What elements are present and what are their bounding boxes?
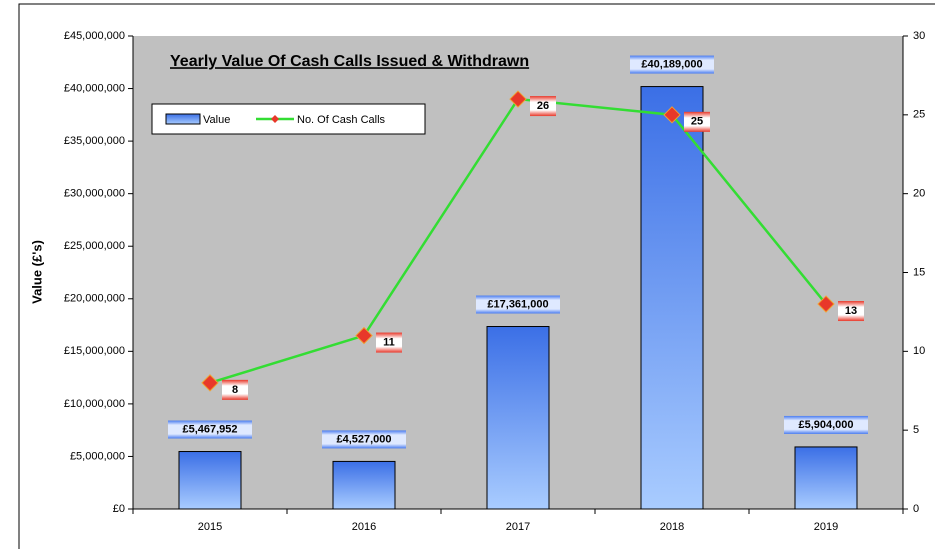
bar-label: £17,361,000 (487, 298, 548, 310)
bar-label-box (784, 415, 868, 434)
y-tick-label: £45,000,000 (64, 30, 125, 42)
y-tick-label: £10,000,000 (64, 398, 125, 410)
chart-title: Yearly Value Of Cash Calls Issued & With… (170, 53, 529, 70)
y2-tick-label: 20 (913, 188, 925, 200)
y-tick-label: £40,000,000 (64, 82, 125, 94)
marker (509, 90, 527, 108)
y2-tick-label: 25 (913, 109, 925, 121)
legend-label: Value (203, 114, 230, 126)
y-axis-label: Value (£'s) (29, 240, 44, 304)
line-label: 25 (691, 116, 703, 128)
bar-label-box (630, 55, 714, 74)
line-label: 8 (232, 384, 238, 396)
line-label-box (684, 111, 710, 132)
bar-label: £40,189,000 (641, 58, 702, 70)
bar-label-box (322, 430, 406, 449)
bar (794, 446, 858, 510)
marker (817, 295, 835, 313)
line-label-box (530, 96, 556, 117)
line-label-box (376, 332, 402, 353)
line-label: 26 (537, 100, 549, 112)
y-tick-label: £25,000,000 (64, 240, 125, 252)
bar-label-box (168, 420, 252, 439)
bar-label-box (476, 295, 560, 314)
y-tick-label: £0 (113, 503, 125, 515)
bar (640, 86, 704, 510)
line-label: 13 (845, 305, 857, 317)
line-label-box (838, 301, 864, 322)
marker (663, 106, 681, 124)
y-tick-label: £20,000,000 (64, 293, 125, 305)
marker (355, 326, 373, 345)
y-tick-label: £15,000,000 (64, 345, 125, 357)
y2-tick-label: 30 (913, 30, 925, 42)
legend: Value No. Of Cash Calls (151, 103, 426, 135)
x-tick-label: 2018 (660, 521, 684, 533)
bar (178, 451, 242, 510)
y2-tick-label: 15 (913, 266, 925, 278)
legend-marker (271, 115, 279, 123)
line-label-box (222, 379, 248, 400)
y-tick-label: £35,000,000 (64, 135, 125, 147)
y-tick-label: £5,000,000 (70, 450, 125, 462)
bar-label: £4,527,000 (336, 433, 391, 445)
bar-label: £5,904,000 (798, 419, 853, 431)
y2-tick-label: 5 (913, 424, 919, 436)
bar-label: £5,467,952 (182, 423, 237, 435)
y2-tick-label: 0 (913, 503, 919, 515)
legend-swatch (165, 113, 201, 125)
x-tick-label: 2019 (814, 521, 838, 533)
x-tick-label: 2017 (506, 521, 530, 533)
y-tick-label: £30,000,000 (64, 188, 125, 200)
y2-tick-label: 10 (913, 345, 925, 357)
line-label: 11 (383, 336, 395, 348)
marker (201, 374, 219, 392)
bar (332, 460, 396, 510)
bar (486, 326, 550, 510)
legend-label: No. Of Cash Calls (297, 114, 386, 126)
x-tick-label: 2016 (352, 521, 376, 533)
x-tick-label: 2015 (198, 521, 222, 533)
